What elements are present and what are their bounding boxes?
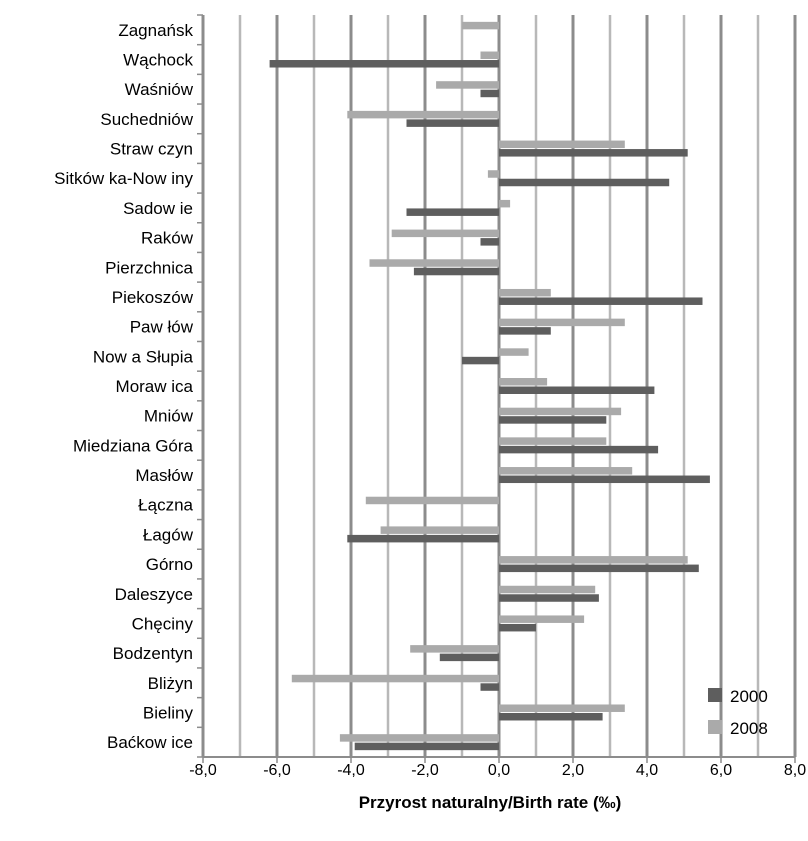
bar-2000 <box>499 416 607 424</box>
category-labels: Zagnańsk Wąchock Waśniów Suchedniów Straw cz… <box>54 21 194 752</box>
bar-2000 <box>499 297 703 305</box>
x-tick-label: 8,0 <box>784 762 806 779</box>
bar-2000 <box>406 208 499 216</box>
bar-2008 <box>291 674 499 683</box>
bar-2008 <box>391 229 499 238</box>
bar-2000 <box>499 564 699 573</box>
category-label: Waśniów <box>125 80 194 99</box>
category-label: Straw czyn <box>110 140 193 159</box>
bar-2000 <box>499 149 688 157</box>
x-tick-label: 6,0 <box>710 762 732 779</box>
category-label: Górno <box>146 555 193 574</box>
legend-swatch-2000 <box>708 688 722 702</box>
bar-2000 <box>499 386 655 394</box>
legend: 2000 2008 <box>708 687 768 738</box>
category-label: Zagnańsk <box>118 21 193 40</box>
bar-2008 <box>480 51 499 60</box>
bar-2000 <box>480 238 499 246</box>
axes <box>197 14 796 763</box>
x-tick-label: 0,0 <box>488 762 510 779</box>
bar-2008 <box>499 467 633 475</box>
x-tick-label: -8,0 <box>189 762 217 779</box>
bar-2008 <box>499 615 585 623</box>
bar-2000 <box>499 327 551 335</box>
category-label: Pierzchnica <box>105 258 193 277</box>
bars <box>269 21 710 751</box>
bar-2008 <box>499 704 625 712</box>
category-label: Bodzentyn <box>113 644 193 663</box>
bar-2000 <box>499 623 536 632</box>
legend-label-2008: 2008 <box>730 719 768 738</box>
bar-2008 <box>499 585 596 594</box>
category-label: Daleszyce <box>115 585 193 604</box>
x-tick-labels: -8,0 -6,0 -4,0 -2,0 0,0 2,0 4,0 6,0 8,0 <box>189 762 806 779</box>
bar-2008 <box>462 21 499 30</box>
bar-2008 <box>499 318 625 327</box>
category-label: Masłów <box>135 466 193 485</box>
bar-2000 <box>413 267 499 276</box>
bar-2008 <box>436 81 499 89</box>
bar-2008 <box>499 140 625 149</box>
x-axis-title: Przyrost naturalny/Birth rate (‰) <box>359 793 622 812</box>
category-label: Mniów <box>144 407 194 426</box>
bar-2000 <box>406 119 499 127</box>
bar-2008 <box>499 437 607 445</box>
bar-2000 <box>499 445 659 454</box>
x-tick-label: 4,0 <box>636 762 658 779</box>
bar-2008 <box>410 645 499 653</box>
category-label: Moraw ica <box>116 377 194 396</box>
category-label: Sitków ka-Now iny <box>54 169 193 188</box>
bar-2000 <box>269 60 499 68</box>
bar-2008 <box>339 734 499 742</box>
bar-2000 <box>499 475 710 484</box>
category-label: Wąchock <box>123 51 193 70</box>
category-label: Baćkow ice <box>107 733 193 752</box>
bar-2008 <box>380 526 499 534</box>
bar-2000 <box>439 653 499 662</box>
category-label: Piekoszów <box>112 288 194 307</box>
bar-2008 <box>347 110 499 119</box>
category-label: Łączna <box>138 496 193 515</box>
bar-2008 <box>499 199 511 208</box>
x-tick-label: -4,0 <box>337 762 365 779</box>
category-label: Bieliny <box>143 703 194 722</box>
x-tick-label: -2,0 <box>411 762 439 779</box>
bar-2008 <box>499 407 622 416</box>
category-label: Bliżyn <box>148 674 193 693</box>
category-label: Suchedniów <box>100 110 193 129</box>
category-label: Chęciny <box>132 614 194 633</box>
bar-2008 <box>499 378 548 386</box>
bar-2000 <box>499 178 670 187</box>
legend-label-2000: 2000 <box>730 687 768 706</box>
category-label: Sadow ie <box>123 199 193 218</box>
grid-lines <box>201 15 797 757</box>
bar-2000 <box>347 534 499 543</box>
category-label: Now a Słupia <box>93 347 194 366</box>
x-tick-label: 2,0 <box>562 762 584 779</box>
bar-2000 <box>499 594 599 602</box>
legend-swatch-2008 <box>708 720 722 734</box>
category-label: Łagów <box>143 525 194 544</box>
bar-2000 <box>354 742 499 751</box>
bar-2008 <box>365 496 499 505</box>
category-label: Raków <box>141 229 194 248</box>
category-label: Miedziana Góra <box>73 436 194 455</box>
bar-2000 <box>462 356 499 365</box>
bar-2008 <box>487 170 499 178</box>
bar-2000 <box>499 712 603 721</box>
bar-2008 <box>369 259 499 267</box>
category-label: Paw łów <box>130 318 194 337</box>
bar-2008 <box>499 288 551 297</box>
bar-2000 <box>480 89 499 98</box>
x-tick-label: -6,0 <box>263 762 291 779</box>
bar-2008 <box>499 556 688 564</box>
bar-2000 <box>480 683 499 691</box>
bar-2008 <box>499 348 529 356</box>
